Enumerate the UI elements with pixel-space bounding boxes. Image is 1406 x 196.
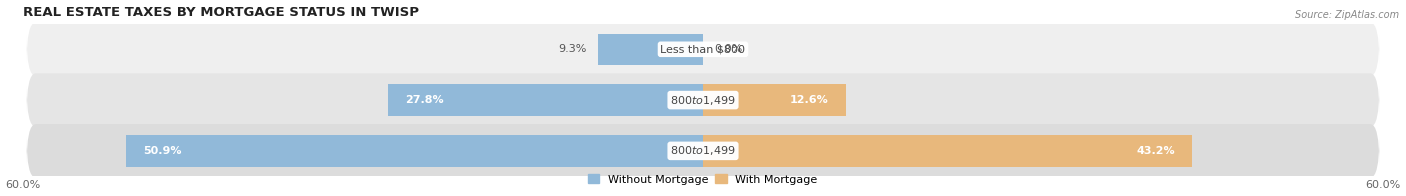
Text: REAL ESTATE TAXES BY MORTGAGE STATUS IN TWISP: REAL ESTATE TAXES BY MORTGAGE STATUS IN … [22, 5, 419, 19]
FancyBboxPatch shape [27, 23, 1379, 76]
Text: $800 to $1,499: $800 to $1,499 [671, 93, 735, 107]
Bar [703, 84, 846, 116]
FancyBboxPatch shape [27, 124, 1379, 178]
Bar [127, 135, 703, 167]
Text: 0.0%: 0.0% [714, 44, 742, 54]
Text: 43.2%: 43.2% [1137, 146, 1175, 156]
Bar [598, 34, 703, 65]
Text: 12.6%: 12.6% [790, 95, 828, 105]
Text: 27.8%: 27.8% [405, 95, 444, 105]
Text: Less than $800: Less than $800 [661, 44, 745, 54]
Bar [388, 84, 703, 116]
FancyBboxPatch shape [27, 73, 1379, 127]
Text: Source: ZipAtlas.com: Source: ZipAtlas.com [1295, 10, 1399, 20]
Text: 50.9%: 50.9% [143, 146, 181, 156]
Legend: Without Mortgage, With Mortgage: Without Mortgage, With Mortgage [583, 170, 823, 189]
Text: 9.3%: 9.3% [558, 44, 586, 54]
Bar [703, 135, 1192, 167]
Text: $800 to $1,499: $800 to $1,499 [671, 144, 735, 157]
